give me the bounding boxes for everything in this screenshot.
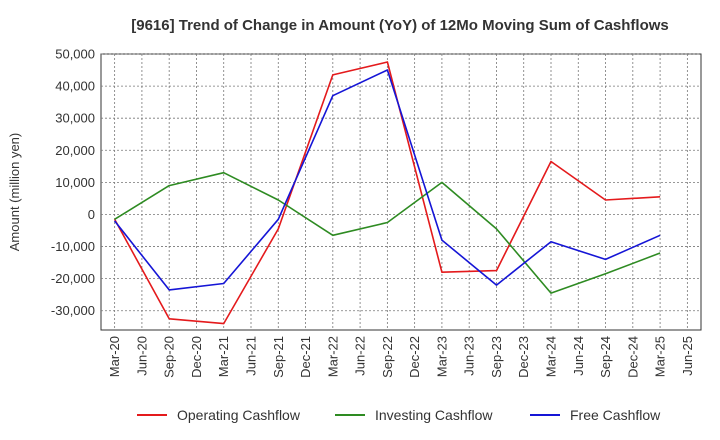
x-tick-label: Sep-24 <box>598 336 613 378</box>
x-tick-label: Jun-22 <box>353 336 368 376</box>
x-tick-label: Mar-25 <box>653 336 668 377</box>
legend: Operating Cashflow Investing Cashflow Free… <box>137 407 661 423</box>
x-tick-label: Dec-23 <box>516 336 531 378</box>
x-tick-label: Mar-20 <box>107 336 122 377</box>
x-tick-label: Jun-20 <box>134 336 149 376</box>
x-tick-label: Sep-20 <box>162 336 177 378</box>
y-tick-label: 20,000 <box>55 143 95 158</box>
x-tick-label: Mar-21 <box>216 336 231 377</box>
y-tick-label: -30,000 <box>51 303 95 318</box>
x-tick-label: Jun-25 <box>680 336 695 376</box>
x-tick-label: Mar-22 <box>325 336 340 377</box>
x-tick-label: Mar-24 <box>544 336 559 377</box>
y-tick-label: -10,000 <box>51 239 95 254</box>
plot-area <box>100 53 702 331</box>
operating-cashflow-line <box>113 61 661 325</box>
x-tick-label: Dec-21 <box>298 336 313 378</box>
free-cashflow-line <box>113 69 661 291</box>
x-tick-label: Dec-22 <box>407 336 422 378</box>
chart-title: [9616] Trend of Change in Amount (YoY) o… <box>131 17 669 34</box>
y-axis-ticks: 50,000 40,000 30,000 20,000 10,000 0 -10,000 -2… <box>51 47 95 319</box>
y-tick-label: -20,000 <box>51 271 95 286</box>
x-tick-label: Jun-21 <box>244 336 259 376</box>
free-cashflow-legend-label: Free Cashflow <box>570 407 661 423</box>
x-tick-label: Mar-23 <box>434 336 449 377</box>
x-tick-label: Jun-24 <box>571 336 586 376</box>
investing-cashflow-legend-label: Investing Cashflow <box>375 407 493 423</box>
y-axis-label: Amount (million yen) <box>7 133 22 252</box>
y-tick-label: 10,000 <box>55 175 95 190</box>
x-tick-label: Jun-23 <box>462 336 477 376</box>
y-tick-label: 40,000 <box>55 79 95 94</box>
x-tick-label: Sep-21 <box>271 336 286 378</box>
series-lines <box>113 61 661 325</box>
investing-cashflow-line <box>114 171 661 294</box>
y-tick-label: 30,000 <box>55 111 95 126</box>
x-tick-label: Sep-23 <box>489 336 504 378</box>
x-tick-label: Dec-24 <box>625 336 640 378</box>
x-tick-label: Sep-22 <box>380 336 395 378</box>
x-tick-label: Dec-20 <box>189 336 204 378</box>
y-tick-label: 50,000 <box>55 47 95 62</box>
x-axis-ticks: Mar-20 Jun-20 Sep-20 Dec-20 Mar-21 Jun-21 Sep-… <box>107 336 695 378</box>
y-tick-label: 0 <box>88 207 95 222</box>
operating-cashflow-legend-label: Operating Cashflow <box>177 407 301 423</box>
